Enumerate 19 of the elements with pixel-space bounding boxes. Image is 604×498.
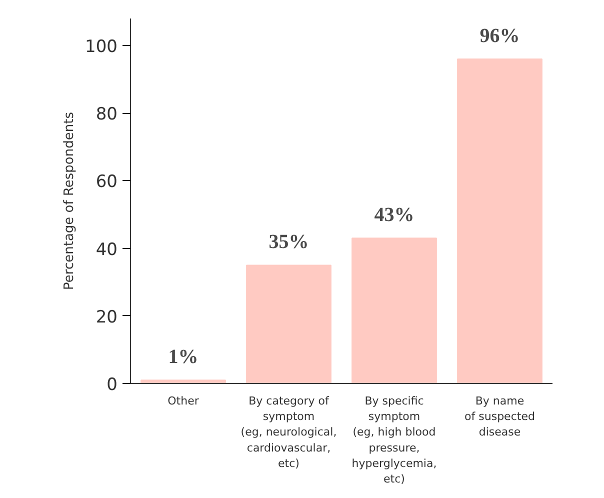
y-tick-label: 0 <box>106 375 118 395</box>
data-label: 1% <box>168 346 198 368</box>
y-tick-label: 100 <box>85 37 118 58</box>
x-tick-label: Other <box>168 394 200 408</box>
data-label: 43% <box>374 204 414 226</box>
bar <box>140 380 226 384</box>
bar <box>246 264 332 384</box>
bar <box>352 238 437 384</box>
y-tick-label: 40 <box>96 240 118 260</box>
x-tick-label: By category of symptom (eg, neurological, cardiovascular, etc) <box>240 394 337 470</box>
x-tick-label: By name of suspected disease <box>464 394 535 439</box>
y-axis-title: Percentage of Respondents <box>62 112 78 290</box>
data-label: 96% <box>480 25 520 48</box>
y-tick-label: 80 <box>96 104 118 125</box>
bar <box>457 58 542 384</box>
y-tick-label: 60 <box>96 172 118 192</box>
x-tick-label: By specific symptom (eg, high blood pressure, hyperglycemia, etc) <box>352 394 437 486</box>
y-tick-label: 20 <box>96 307 118 328</box>
data-label: 35% <box>268 231 309 254</box>
